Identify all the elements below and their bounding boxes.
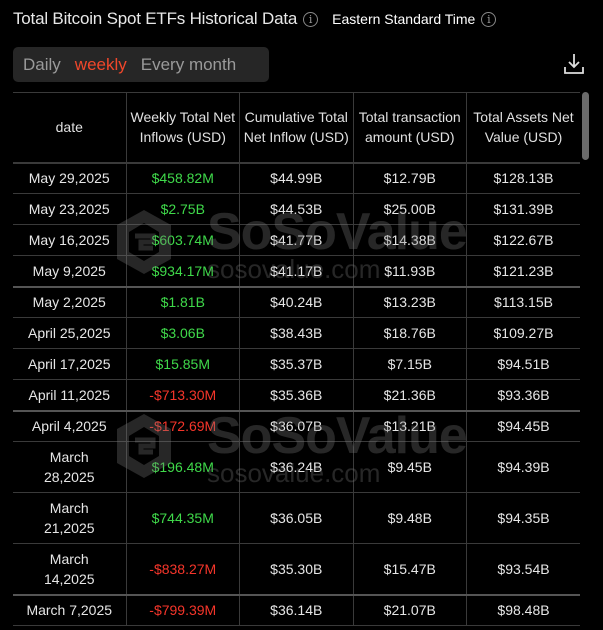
net-assets-cell: $98.48B <box>466 594 580 626</box>
column-header: date <box>13 92 126 164</box>
weekly-net-inflow-cell: $196.48M <box>125 441 240 493</box>
cumulative-net-inflow-cell: $35.37B <box>239 348 353 380</box>
net-assets-cell: $131.39B <box>466 193 580 225</box>
transaction-amount-cell: $25.00B <box>352 193 467 225</box>
cumulative-net-inflow-cell: $36.24B <box>239 441 353 493</box>
date-cell: May 9,2025 <box>13 255 126 288</box>
scrollbar-thumb[interactable] <box>582 92 589 160</box>
column-header: Cumulative Total Net Inflow (USD) <box>239 92 353 164</box>
cumulative-net-inflow-cell: $41.17B <box>239 255 353 288</box>
net-assets-cell: $128.13B <box>466 162 580 194</box>
net-assets-cell: $94.35B <box>466 492 580 544</box>
net-assets-cell: $93.54B <box>466 543 580 596</box>
cumulative-net-inflow-cell: $44.99B <box>239 162 353 194</box>
table-row: May 16,2025 $603.74M $41.77B $14.38B $122.67… <box>13 224 580 256</box>
date-cell: March 14,2025 <box>13 543 126 596</box>
date-cell: April 25,2025 <box>13 317 126 349</box>
date-cell: April 11,2025 <box>13 379 126 412</box>
date-cell: March 21,2025 <box>13 492 126 544</box>
weekly-net-inflow-cell: $934.17M <box>125 255 240 288</box>
info-circle-icon[interactable]: i <box>481 11 497 27</box>
cumulative-net-inflow-cell: $36.05B <box>239 492 353 544</box>
table-row: April 11,2025 -$713.30M $35.36B $21.36B $93.… <box>13 379 580 412</box>
table-row: May 2,2025 $1.81B $40.24B $13.23B $113.15B <box>13 286 580 318</box>
table-row: April 17,2025 $15.85M $35.37B $7.15B $94.51B <box>13 348 580 380</box>
date-cell: March 28,2025 <box>13 441 126 493</box>
weekly-net-inflow-cell: $3.06B <box>125 317 240 349</box>
date-cell: May 2,2025 <box>13 286 126 318</box>
date-cell: April 4,2025 <box>13 410 126 442</box>
table-row: March 28,2025 $196.48M $36.24B $9.45B $94.39… <box>13 441 580 493</box>
cumulative-net-inflow-cell: $35.36B <box>239 379 353 412</box>
date-cell: May 16,2025 <box>13 224 126 256</box>
table-row: April 25,2025 $3.06B $38.43B $18.76B $109.27… <box>13 317 580 349</box>
table-row: May 23,2025 $2.75B $44.53B $25.00B $131.39B <box>13 193 580 225</box>
transaction-amount-cell: $14.38B <box>352 224 467 256</box>
weekly-net-inflow-cell: $603.74M <box>125 224 240 256</box>
table-header-row: date Weekly Total Net Inflows (USD) Cumula… <box>13 92 580 164</box>
table-row: April 4,2025 -$172.69M $36.07B $13.21B $94.4… <box>13 410 580 442</box>
transaction-amount-cell: $11.93B <box>352 255 467 288</box>
cumulative-net-inflow-cell: $36.14B <box>239 594 353 626</box>
transaction-amount-cell: $15.47B <box>352 543 467 596</box>
cumulative-net-inflow-cell: $40.24B <box>239 286 353 318</box>
cumulative-net-inflow-cell: $35.30B <box>239 543 353 596</box>
transaction-amount-cell: $7.15B <box>352 348 467 380</box>
column-header: Total Assets Net Value (USD) <box>466 92 580 164</box>
weekly-net-inflow-cell: -$838.27M <box>125 543 240 596</box>
cumulative-net-inflow-cell: $36.07B <box>239 410 353 442</box>
column-header: Weekly Total Net Inflows (USD) <box>125 92 240 164</box>
table-row: March 7,2025 -$799.39M $36.14B $21.07B $98.4… <box>13 594 580 626</box>
column-header: Total transaction amount (USD) <box>352 92 467 164</box>
download-icon[interactable] <box>563 52 585 76</box>
table-row: May 29,2025 $458.82M $44.99B $12.79B $128.13… <box>13 162 580 194</box>
header: Total Bitcoin Spot ETFs Historical Data … <box>13 9 497 29</box>
tab-weekly[interactable]: weekly <box>74 54 127 74</box>
tab-every-month[interactable]: Every month <box>140 54 237 74</box>
historical-data-table: date Weekly Total Net Inflows (USD) Cumula… <box>13 92 580 626</box>
transaction-amount-cell: $13.23B <box>352 286 467 318</box>
transaction-amount-cell: $13.21B <box>352 410 467 442</box>
table-row: March 14,2025 -$838.27M $35.30B $15.47B $93.… <box>13 543 580 596</box>
net-assets-cell: $121.23B <box>466 255 580 288</box>
net-assets-cell: $122.67B <box>466 224 580 256</box>
table-row: March 21,2025 $744.35M $36.05B $9.48B $94.35… <box>13 492 580 544</box>
weekly-net-inflow-cell: $744.35M <box>125 492 240 544</box>
date-cell: May 29,2025 <box>13 162 126 194</box>
page-title: Total Bitcoin Spot ETFs Historical Data <box>13 9 298 28</box>
info-circle-icon[interactable]: i <box>303 11 319 27</box>
weekly-net-inflow-cell: -$713.30M <box>125 379 240 412</box>
net-assets-cell: $94.39B <box>466 441 580 493</box>
scrollbar[interactable] <box>582 92 589 622</box>
transaction-amount-cell: $18.76B <box>352 317 467 349</box>
net-assets-cell: $109.27B <box>466 317 580 349</box>
date-cell: May 23,2025 <box>13 193 126 225</box>
date-cell: April 17,2025 <box>13 348 126 380</box>
cumulative-net-inflow-cell: $38.43B <box>239 317 353 349</box>
transaction-amount-cell: $9.45B <box>352 441 467 493</box>
transaction-amount-cell: $12.79B <box>352 162 467 194</box>
weekly-net-inflow-cell: -$799.39M <box>125 594 240 626</box>
net-assets-cell: $94.51B <box>466 348 580 380</box>
date-cell: March 7,2025 <box>13 594 126 626</box>
weekly-net-inflow-cell: $15.85M <box>125 348 240 380</box>
transaction-amount-cell: $9.48B <box>352 492 467 544</box>
net-assets-cell: $113.15B <box>466 286 580 318</box>
weekly-net-inflow-cell: -$172.69M <box>125 410 240 442</box>
weekly-net-inflow-cell: $458.82M <box>125 162 240 194</box>
cumulative-net-inflow-cell: $44.53B <box>239 193 353 225</box>
net-assets-cell: $93.36B <box>466 379 580 412</box>
net-assets-cell: $94.45B <box>466 410 580 442</box>
tab-daily[interactable]: Daily <box>23 54 61 74</box>
weekly-net-inflow-cell: $1.81B <box>125 286 240 318</box>
transaction-amount-cell: $21.07B <box>352 594 467 626</box>
table-row: May 9,2025 $934.17M $41.17B $11.93B $121.23B <box>13 255 580 288</box>
timezone-label: Eastern Standard Time <box>332 11 476 27</box>
cumulative-net-inflow-cell: $41.77B <box>239 224 353 256</box>
period-tabs: Daily weekly Every month <box>13 47 269 82</box>
weekly-net-inflow-cell: $2.75B <box>125 193 240 225</box>
transaction-amount-cell: $21.36B <box>352 379 467 412</box>
